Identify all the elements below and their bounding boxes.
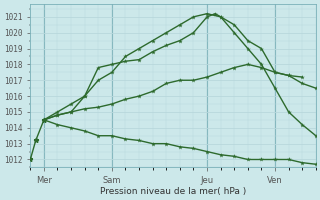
X-axis label: Pression niveau de la mer( hPa ): Pression niveau de la mer( hPa ) bbox=[100, 187, 246, 196]
